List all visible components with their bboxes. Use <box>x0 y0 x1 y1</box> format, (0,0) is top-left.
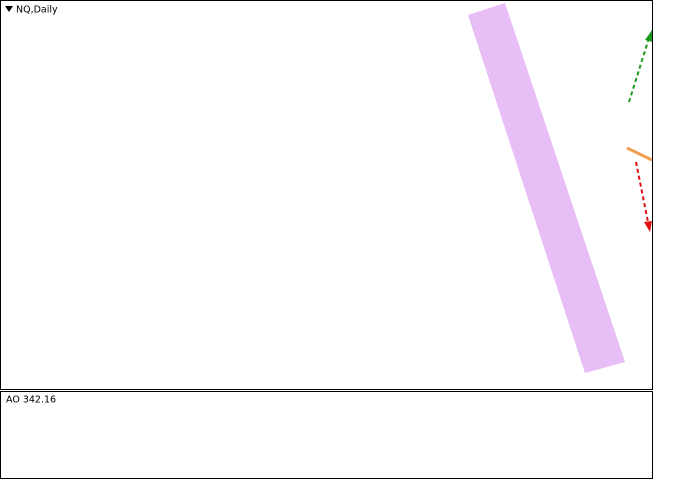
down-arrow <box>635 161 649 223</box>
oscillator-title: AO 342.16 <box>6 395 56 406</box>
symbol-icon <box>5 6 13 12</box>
forecast-segment <box>626 146 653 162</box>
trend-channel <box>468 3 625 373</box>
forecast-overlay <box>468 3 653 373</box>
up-arrowhead <box>645 30 653 42</box>
frame: NQ,Daily AO 342.16 <box>0 0 653 479</box>
up-arrow <box>628 37 650 103</box>
price-pane-border <box>0 0 653 390</box>
down-arrowhead <box>644 221 652 232</box>
oscillator-pane-border <box>0 391 653 479</box>
chart-title: NQ,Daily <box>16 5 58 16</box>
